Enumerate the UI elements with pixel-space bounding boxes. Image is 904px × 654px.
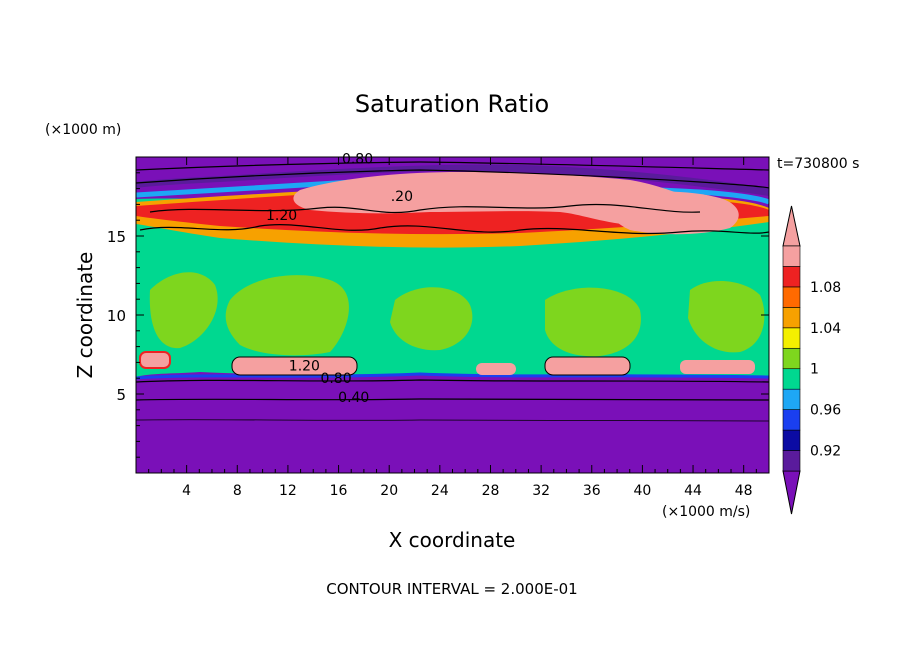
contour-upper-3: [149, 203, 701, 214]
field-lower-edge-blue: [136, 372, 769, 380]
colorbar: 0.92 0.96 1 1.04 1.08: [782, 205, 841, 515]
y-unit-label: (×1000 m): [45, 122, 121, 138]
colorbar-tick-label: 1: [810, 362, 819, 378]
contour-label: 1.20: [266, 208, 297, 224]
contour-lower-3: [136, 419, 769, 422]
contour-label: 1.20: [289, 358, 320, 374]
x-unit-label: (×1000 m/s): [662, 504, 750, 520]
green-patch-5: [688, 280, 765, 353]
colorbar-segment: [782, 409, 801, 431]
x-tick-label: 44: [684, 483, 702, 499]
time-label: t=730800 s: [777, 156, 859, 172]
colorbar-under-arrow: [782, 470, 801, 515]
y-axis: 5 10 15: [107, 172, 769, 458]
x-axis-label: X coordinate: [389, 528, 516, 552]
colorbar-over-arrow: [782, 205, 801, 247]
colorbar-segment: [782, 286, 801, 308]
y-axis-label: Z coordinate: [73, 252, 97, 379]
colorbar-tick-label: 1.08: [810, 280, 841, 296]
contour-lower-1: [136, 379, 769, 383]
contour-lines: [136, 161, 769, 422]
footer-contour-interval: CONTOUR INTERVAL = 2.000E-01: [326, 580, 577, 598]
x-axis: 4 8 12 16 20 24 28 32 36 40 44 48: [148, 157, 757, 499]
y-tick-label: 15: [107, 228, 126, 246]
x-tick-label: 40: [633, 483, 651, 499]
contour-upper-1: [136, 161, 769, 171]
contour-label-layer: 0.80.201.201.200.800.40: [266, 151, 413, 406]
green-patch-1: [149, 272, 218, 349]
x-tick-label: 48: [735, 483, 753, 499]
pink-pocket-4: [680, 360, 755, 374]
colorbar-segment: [782, 450, 801, 472]
saturation-field: [136, 157, 769, 473]
x-tick-label: 16: [330, 483, 348, 499]
pink-pocket-3: [476, 363, 516, 375]
contour-label: .20: [391, 189, 413, 205]
contour-upper-2: [136, 169, 769, 189]
colorbar-tick-label: 0.96: [810, 403, 841, 419]
colorbar-segment: [782, 429, 801, 451]
y-tick-label: 10: [107, 307, 126, 325]
x-tick-label: 24: [431, 483, 449, 499]
y-tick-label: 5: [116, 386, 126, 404]
x-tick-label: 4: [182, 483, 191, 499]
contour-label: 0.80: [342, 151, 373, 167]
x-tick-label: 32: [532, 483, 550, 499]
pink-pocket-1: [231, 356, 358, 376]
colorbar-segment: [782, 266, 801, 288]
pink-pocket-5: [139, 351, 171, 369]
contour-label: 0.40: [338, 390, 369, 406]
colorbar-tick-label: 0.92: [810, 444, 841, 460]
contour-upper-4: [139, 224, 769, 235]
colorbar-tick-label: 1.04: [810, 321, 841, 337]
colorbar-segment: [782, 388, 801, 410]
colorbar-segment: [782, 245, 801, 267]
x-tick-label: 28: [482, 483, 500, 499]
green-patch-2: [225, 275, 349, 356]
x-tick-label: 8: [233, 483, 242, 499]
colorbar-segment: [782, 327, 801, 349]
colorbar-segment: [782, 368, 801, 390]
field-upper-supersaturated: [293, 172, 700, 225]
chart-title: Saturation Ratio: [355, 90, 549, 118]
colorbar-segment: [782, 347, 801, 370]
colorbar-segment: [782, 307, 801, 329]
pink-pocket-2: [544, 356, 631, 376]
x-tick-label: 20: [380, 483, 398, 499]
green-patch-3: [390, 287, 473, 351]
x-tick-label: 12: [279, 483, 297, 499]
green-patch-4: [545, 287, 641, 357]
field-upper-pink-lobe: [608, 191, 739, 235]
contour-lower-2: [136, 398, 769, 401]
contour-label: 0.80: [320, 371, 351, 387]
x-tick-label: 36: [583, 483, 601, 499]
